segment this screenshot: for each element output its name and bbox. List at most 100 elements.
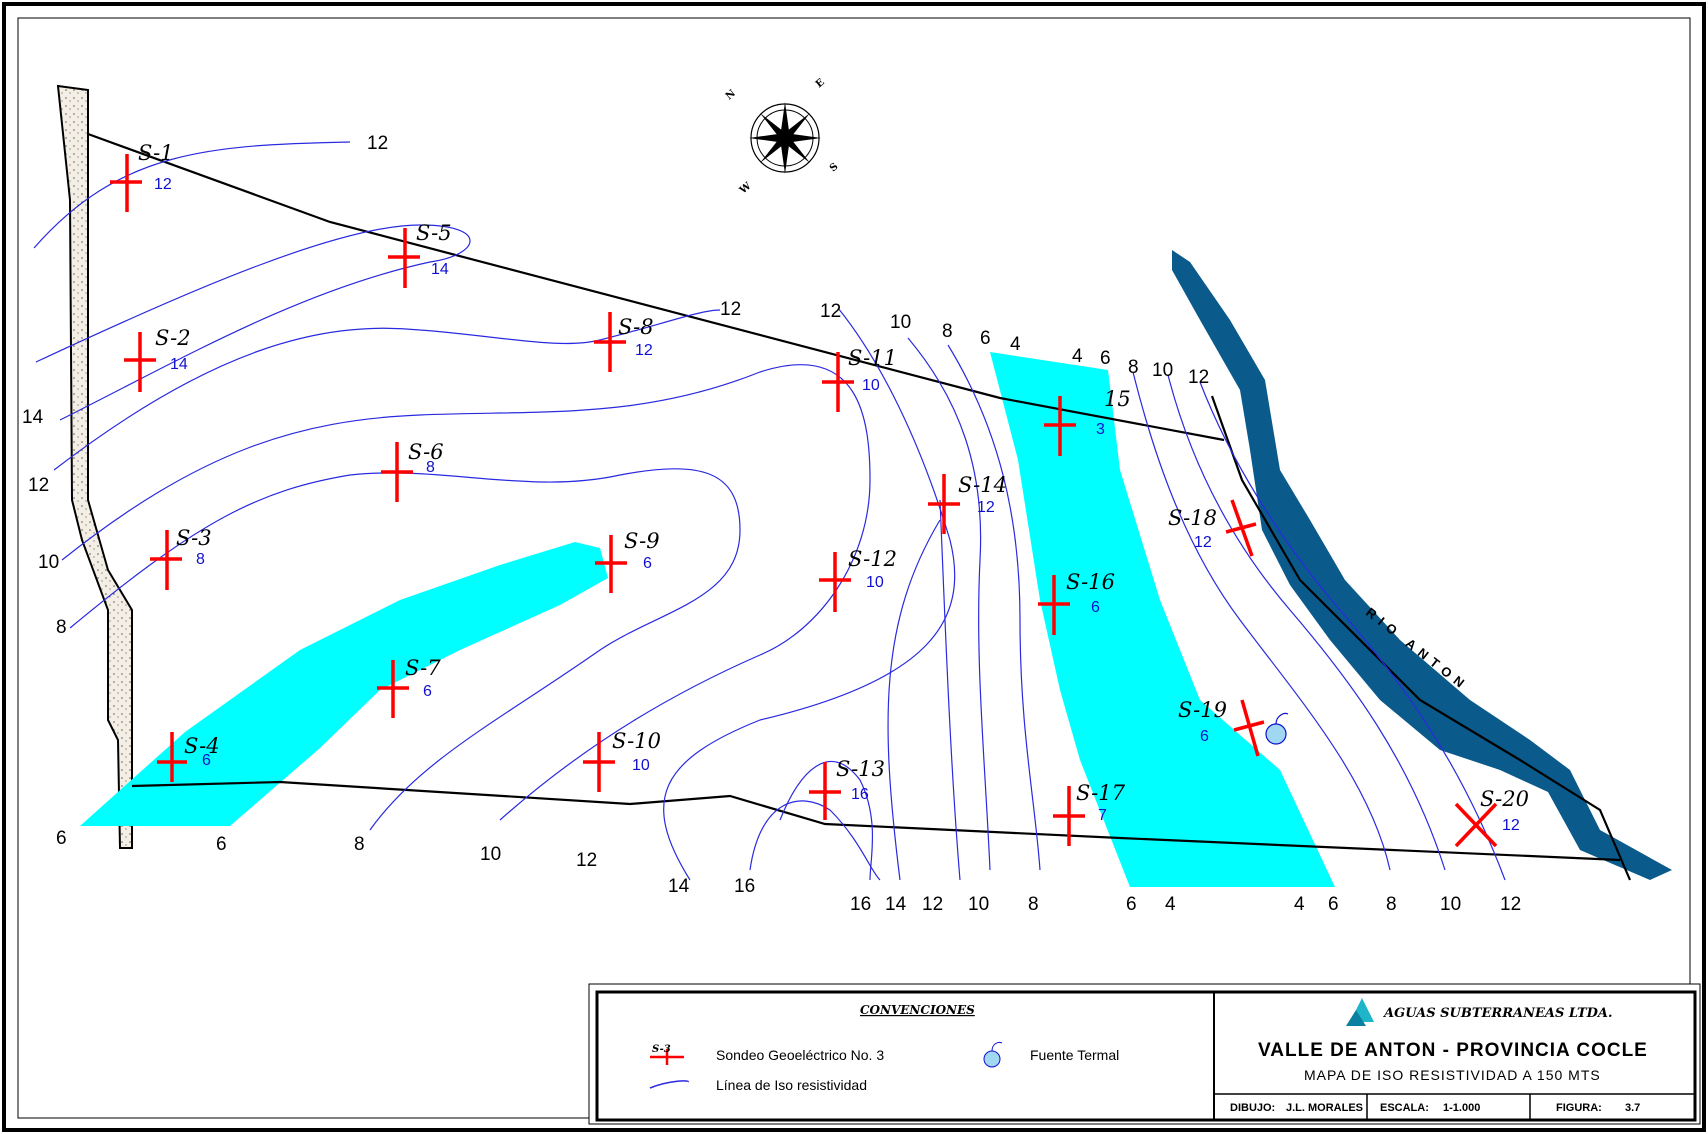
station-value: 14	[431, 261, 449, 278]
station-label: S-3	[176, 526, 212, 550]
isoline-label: 12	[1188, 367, 1209, 388]
legend-station-text: Sondeo Geoeléctrico No. 3	[716, 1047, 884, 1063]
legend-isoline-symbol	[649, 1080, 689, 1089]
station-label: S-16	[1066, 570, 1115, 594]
isoline-label: 14	[22, 407, 44, 428]
isoline-label: 8	[1386, 894, 1397, 915]
station-value: 3	[1096, 421, 1105, 438]
figura-label: FIGURA:	[1556, 1102, 1602, 1114]
station-label: S-18	[1168, 506, 1217, 530]
isoline-label: 16	[850, 894, 871, 915]
station-label: S-7	[405, 656, 441, 680]
isoline-label: 4	[1165, 894, 1176, 915]
isoline-label: 8	[942, 321, 953, 342]
isoline-label: 12	[922, 894, 943, 915]
low-resistivity-zone-west	[80, 542, 608, 826]
isoline-label: 10	[1152, 360, 1173, 381]
low-resistivity-zone-central	[990, 352, 1335, 887]
isoline-label: 4	[1010, 334, 1021, 355]
station-value: 10	[866, 574, 884, 591]
station-value: 16	[851, 786, 869, 803]
station-value: 6	[643, 555, 652, 572]
station-label: S-5	[416, 221, 452, 245]
station-value: 6	[423, 683, 432, 700]
property-boundary-north	[87, 132, 1225, 442]
isoline-label: 12	[576, 850, 597, 871]
compass-e: E	[814, 77, 827, 91]
isoline-label: 6	[1100, 348, 1111, 369]
isoline-label: 10	[1440, 894, 1461, 915]
isoline-label: 6	[980, 328, 991, 349]
isoline-label: 12	[28, 475, 49, 496]
station-value: 6	[202, 752, 211, 769]
station-value: 14	[170, 356, 188, 373]
station-label: S-10	[612, 729, 661, 753]
station-label: S-8	[618, 315, 654, 339]
station-value: 12	[154, 176, 172, 193]
property-boundary-east	[1210, 395, 1632, 881]
legend-heading: CONVENCIONES	[860, 1003, 975, 1017]
company-name: AGUAS SUBTERRANEAS LTDA.	[1382, 1006, 1613, 1021]
isoline-label: 4	[1294, 894, 1305, 915]
isoline-label: 12	[367, 133, 388, 154]
station-value: 6	[1200, 728, 1209, 745]
rio-anton-river	[1172, 250, 1672, 880]
station-value: 12	[1194, 534, 1212, 551]
station-label: S-4	[184, 734, 220, 758]
isoline-label: 4	[1072, 346, 1083, 367]
iso-lines	[33, 141, 1506, 881]
isoline-label: 10	[968, 894, 989, 915]
legend-spring-text: Fuente Termal	[1030, 1047, 1119, 1063]
station-label: S-20	[1480, 787, 1529, 811]
isoline-label: 8	[354, 834, 365, 855]
isoline-label: 6	[216, 834, 227, 855]
isoline-label: 12	[820, 301, 841, 322]
station-value: 8	[426, 459, 435, 476]
stations: S-1 12 S-2 14 S-3 8 S-4 6 S-5 14 S-6 8 S…	[110, 141, 1529, 848]
map-subtitle: MAPA DE ISO RESISTIVIDAD A 150 MTS	[1304, 1067, 1601, 1083]
isoline-label: 10	[480, 844, 501, 865]
isoline-label: 6	[56, 828, 67, 849]
station-value: 12	[635, 342, 653, 359]
station-value: 12	[1502, 817, 1520, 834]
company-logo-icon	[1346, 998, 1374, 1026]
dibujo-value: J.L. MORALES	[1286, 1102, 1363, 1114]
station-label: S-19	[1178, 698, 1227, 722]
isoline-label: 10	[890, 312, 911, 333]
isoline-labels: 12 14 12 10 8 6 6 8 10 12 14 16 16 14 12…	[22, 133, 1521, 915]
station-value: 7	[1098, 807, 1107, 824]
compass-n: N	[724, 88, 738, 102]
thermal-spring-icon	[1265, 712, 1289, 745]
isoline-label: 14	[885, 894, 907, 915]
isoline-label: 8	[1028, 894, 1039, 915]
station-label: 15	[1104, 387, 1131, 411]
station-value: 6	[1091, 599, 1100, 616]
station-value: 10	[862, 377, 880, 394]
legend-spring-icon	[983, 1041, 1003, 1068]
station-value: 12	[977, 499, 995, 516]
station-label: S-6	[408, 440, 444, 464]
station-value: 8	[196, 551, 205, 568]
isoline-label: 8	[1128, 357, 1139, 378]
station-label: S-17	[1076, 781, 1126, 805]
station-label: S-12	[848, 547, 897, 571]
dibujo-label: DIBUJO:	[1230, 1102, 1275, 1114]
isoline-label: 12	[1500, 894, 1521, 915]
station-label: S-1	[138, 141, 174, 165]
escala-label: ESCALA:	[1380, 1102, 1429, 1114]
isoline-label: 12	[720, 299, 741, 320]
isoline-label: 10	[38, 552, 59, 573]
compass-w: W	[737, 180, 754, 197]
escala-value: 1-1.000	[1443, 1102, 1480, 1114]
isoline-label: 16	[734, 876, 755, 897]
compass-s: S	[828, 161, 841, 174]
property-boundary-south	[131, 780, 1621, 862]
legend-isoline-text: Línea de Iso resistividad	[716, 1077, 867, 1093]
legend-title-block: CONVENCIONES S-3 Sondeo Geoeléctrico No.…	[588, 983, 1701, 1125]
legend-station-symbol: S-3	[650, 1044, 684, 1065]
isoline-label: 6	[1126, 894, 1137, 915]
map-title: VALLE DE ANTON - PROVINCIA COCLE	[1258, 1040, 1648, 1061]
station-label: S-13	[836, 757, 885, 781]
